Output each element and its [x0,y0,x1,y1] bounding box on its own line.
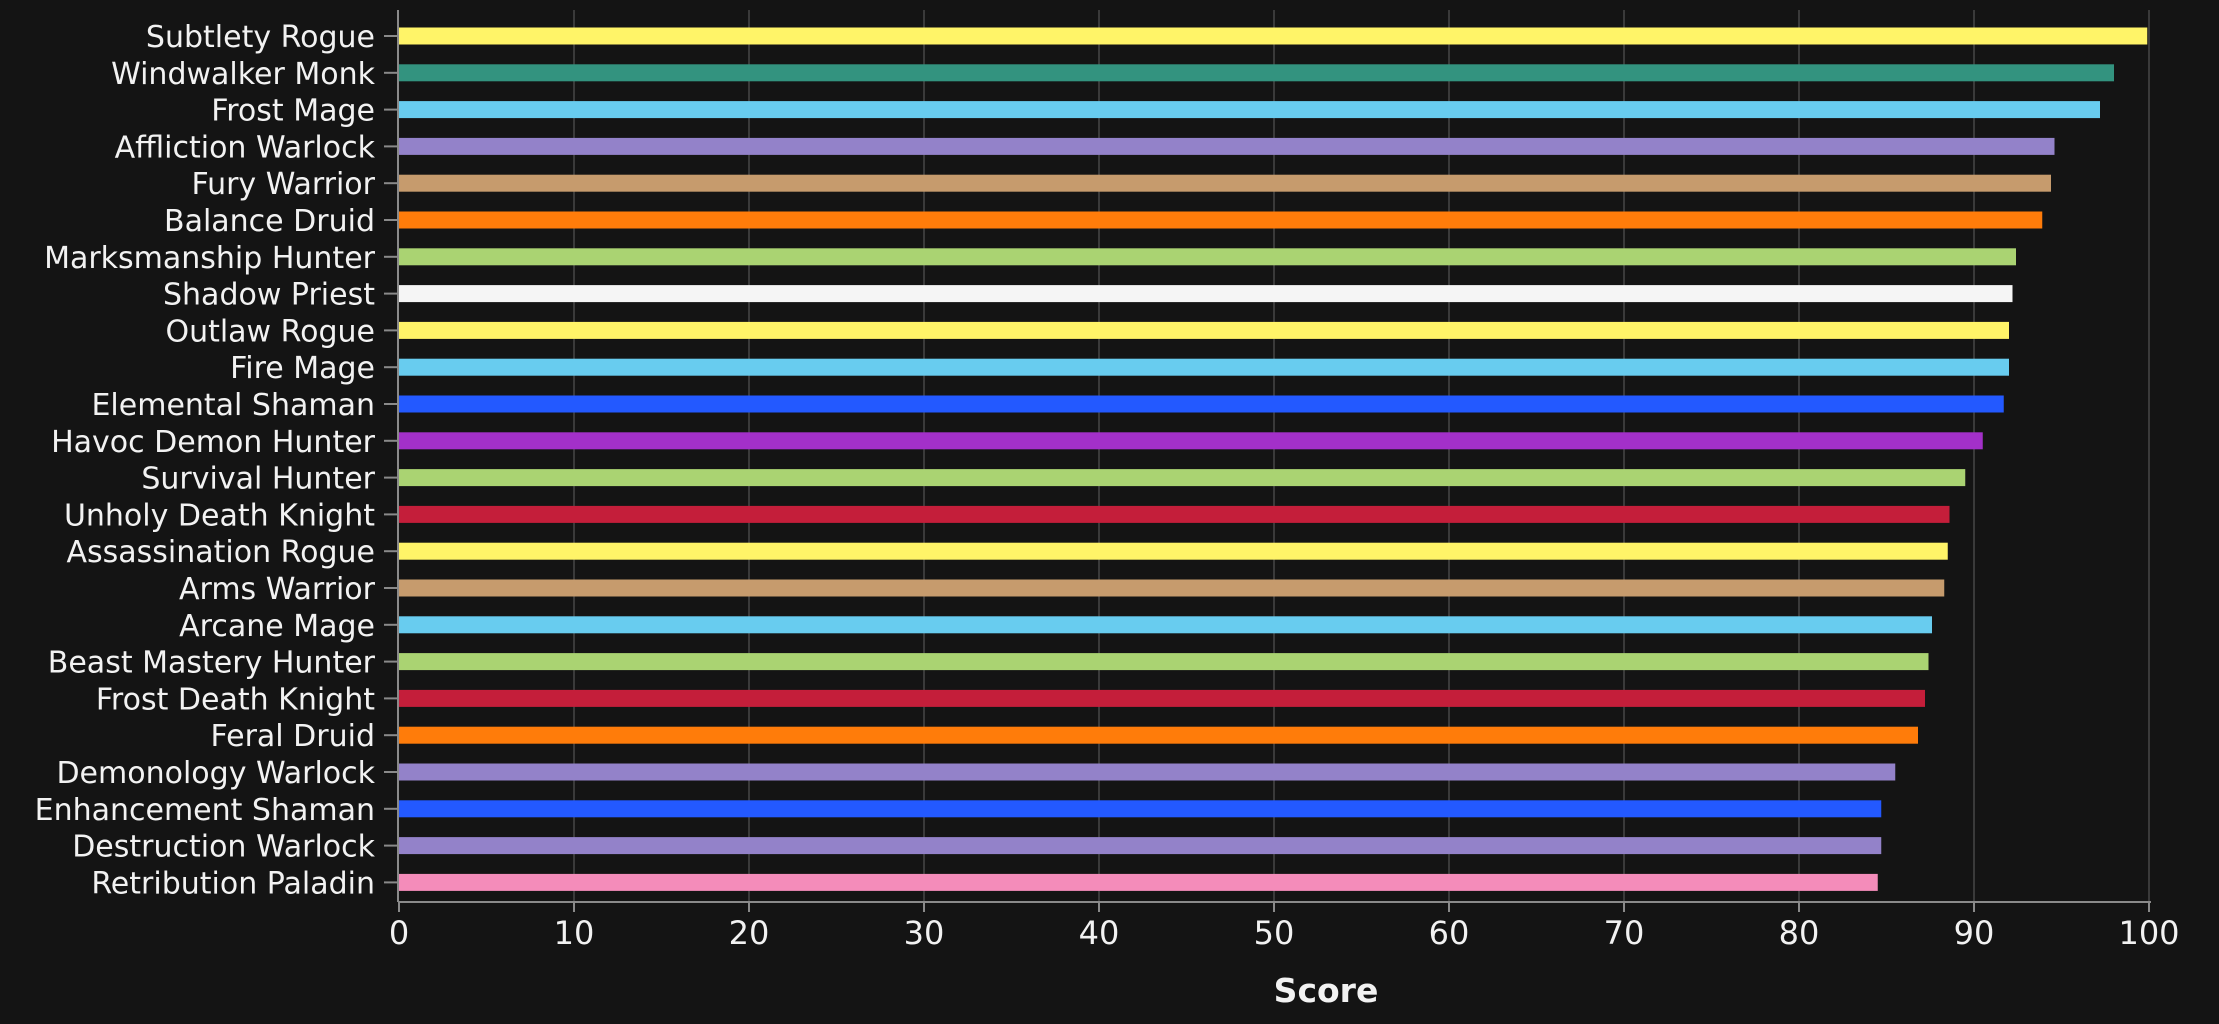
bar [399,137,2055,155]
bar [399,248,2016,266]
category-label: Windwalker Monk [111,57,376,92]
category-label: Arcane Mage [179,609,375,644]
category-label: Frost Death Knight [96,682,375,717]
category-label: Enhancement Shaman [35,793,375,828]
bar [399,321,2009,339]
category-label: Arms Warrior [179,572,376,607]
category-label: Fury Warrior [191,167,375,202]
bar [399,542,1948,560]
category-label: Assassination Rogue [66,535,375,570]
bar [399,653,1929,671]
category-label: Havoc Demon Hunter [51,425,376,460]
category-label: Unholy Death Knight [64,498,375,533]
x-tick-label: 60 [1429,914,1470,952]
category-label: Destruction Warlock [72,830,375,865]
category-label: Fire Mage [230,351,375,386]
bar [399,689,1925,707]
category-label: Balance Druid [164,204,375,239]
bar [399,211,2043,229]
bar [399,285,2013,303]
bar [399,432,1983,450]
category-label: Subtlety Rogue [146,20,375,55]
category-label: Feral Druid [211,719,376,754]
x-tick-label: 40 [1079,914,1120,952]
x-tick-label: 80 [1779,914,1820,952]
bar [399,616,1932,634]
bar [399,800,1882,818]
category-label: Retribution Paladin [91,866,375,901]
x-tick-label: 0 [389,914,409,952]
category-label: Demonology Warlock [56,756,375,791]
bar [399,469,1966,487]
category-label: Beast Mastery Hunter [48,646,376,681]
x-tick-labels: 0 10 20 30 40 50 60 70 80 90 100 [389,914,2180,952]
bar [399,873,1878,891]
bar [399,358,2009,376]
category-label: Frost Mage [211,94,375,129]
x-tick-label: 20 [729,914,770,952]
bar [399,64,2114,82]
bar [399,505,1950,523]
x-tick-label: 100 [2118,914,2179,952]
grid-lines [573,10,2150,902]
x-tick-label: 90 [1954,914,1995,952]
bar [399,726,1918,744]
x-axis-title: Score [1274,971,1379,1010]
x-tick-label: 10 [554,914,595,952]
axes [384,10,2151,912]
bar [399,27,2148,45]
category-label: Marksmanship Hunter [44,241,376,276]
category-label: Survival Hunter [141,462,375,497]
bar [399,763,1896,781]
bars [399,27,2148,891]
x-tick-label: 50 [1254,914,1295,952]
bar [399,579,1945,597]
category-label: Outlaw Rogue [165,314,375,349]
bar [399,174,2051,192]
bar [399,101,2100,119]
bar [399,395,2004,413]
category-label: Shadow Priest [163,278,375,313]
bar [399,837,1882,855]
x-tick-label: 70 [1604,914,1645,952]
category-label: Affliction Warlock [115,130,376,165]
x-tick-label: 30 [904,914,945,952]
category-label: Elemental Shaman [91,388,375,423]
